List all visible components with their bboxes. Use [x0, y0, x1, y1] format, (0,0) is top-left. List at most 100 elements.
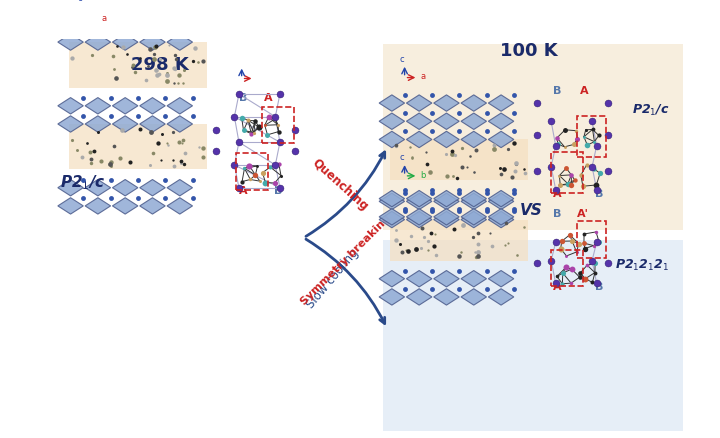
Polygon shape	[461, 113, 487, 130]
Bar	[577, 116, 606, 157]
Polygon shape	[379, 131, 405, 148]
Text: A: A	[553, 189, 562, 199]
Polygon shape	[112, 198, 138, 214]
Polygon shape	[112, 180, 138, 196]
Text: P2$_1$/c: P2$_1$/c	[60, 174, 105, 192]
Polygon shape	[433, 191, 459, 207]
Polygon shape	[379, 193, 405, 209]
Polygon shape	[461, 131, 487, 148]
Polygon shape	[406, 212, 432, 228]
Polygon shape	[112, 98, 138, 114]
Bar	[390, 139, 528, 180]
Polygon shape	[406, 131, 432, 148]
Polygon shape	[58, 98, 84, 114]
Text: a: a	[102, 14, 107, 23]
Polygon shape	[379, 271, 405, 287]
Text: P2$_1$/c: P2$_1$/c	[631, 103, 670, 118]
Bar	[577, 221, 606, 258]
Polygon shape	[140, 180, 165, 196]
Polygon shape	[167, 116, 192, 132]
Text: c: c	[399, 55, 404, 64]
Text: 100 K: 100 K	[500, 42, 557, 60]
Polygon shape	[58, 180, 84, 196]
Text: A': A'	[577, 209, 588, 219]
Polygon shape	[406, 191, 432, 207]
Polygon shape	[461, 208, 487, 225]
Polygon shape	[433, 289, 459, 305]
Polygon shape	[488, 191, 514, 207]
Polygon shape	[167, 98, 192, 114]
Polygon shape	[379, 212, 405, 228]
Text: b: b	[420, 171, 426, 180]
Polygon shape	[433, 131, 459, 148]
Bar	[551, 250, 583, 286]
Polygon shape	[488, 208, 514, 225]
Polygon shape	[461, 191, 487, 207]
Polygon shape	[433, 113, 459, 130]
Text: a: a	[420, 72, 426, 81]
Polygon shape	[461, 289, 487, 305]
Text: B: B	[553, 209, 562, 219]
Polygon shape	[112, 34, 138, 50]
Polygon shape	[488, 193, 514, 209]
Polygon shape	[406, 95, 432, 111]
Bar	[261, 107, 294, 143]
Polygon shape	[85, 198, 111, 214]
Polygon shape	[433, 95, 459, 111]
Polygon shape	[488, 212, 514, 228]
Polygon shape	[379, 289, 405, 305]
Bar	[383, 44, 683, 230]
Polygon shape	[167, 180, 192, 196]
Text: B: B	[595, 189, 603, 199]
Text: VS: VS	[520, 203, 542, 218]
Polygon shape	[406, 289, 432, 305]
Text: Slow cooling: Slow cooling	[304, 246, 361, 311]
Text: A': A'	[553, 282, 564, 292]
Polygon shape	[140, 34, 165, 50]
Text: A: A	[580, 86, 589, 96]
Text: B: B	[553, 86, 562, 96]
Polygon shape	[488, 113, 514, 130]
Polygon shape	[58, 198, 84, 214]
Polygon shape	[140, 116, 165, 132]
Polygon shape	[488, 271, 514, 287]
Polygon shape	[167, 34, 192, 50]
Polygon shape	[58, 116, 84, 132]
Polygon shape	[85, 116, 111, 132]
Polygon shape	[461, 193, 487, 209]
Text: Symmetry breaking: Symmetry breaking	[300, 214, 393, 307]
Text: B: B	[595, 282, 603, 292]
Polygon shape	[112, 116, 138, 132]
Polygon shape	[406, 193, 432, 209]
Polygon shape	[406, 113, 432, 130]
Text: c: c	[399, 153, 404, 162]
Polygon shape	[488, 289, 514, 305]
Text: A: A	[239, 186, 248, 196]
Polygon shape	[461, 212, 487, 228]
Polygon shape	[140, 198, 165, 214]
Text: B: B	[274, 186, 283, 196]
Polygon shape	[461, 271, 487, 287]
Polygon shape	[433, 208, 459, 225]
Bar	[551, 152, 583, 193]
Bar	[68, 42, 207, 88]
Polygon shape	[379, 95, 405, 111]
Bar	[390, 219, 528, 261]
Text: Quenching: Quenching	[310, 156, 371, 213]
Bar	[236, 153, 268, 190]
Polygon shape	[433, 271, 459, 287]
Bar	[68, 124, 207, 170]
Text: B: B	[239, 93, 248, 103]
Polygon shape	[85, 34, 111, 50]
Text: A: A	[264, 93, 272, 103]
Text: 298 K: 298 K	[131, 56, 189, 74]
Polygon shape	[488, 95, 514, 111]
Polygon shape	[85, 180, 111, 196]
Polygon shape	[379, 191, 405, 207]
Polygon shape	[58, 34, 84, 50]
Polygon shape	[167, 198, 192, 214]
Polygon shape	[461, 95, 487, 111]
Bar	[383, 240, 683, 431]
Polygon shape	[85, 98, 111, 114]
Polygon shape	[406, 271, 432, 287]
